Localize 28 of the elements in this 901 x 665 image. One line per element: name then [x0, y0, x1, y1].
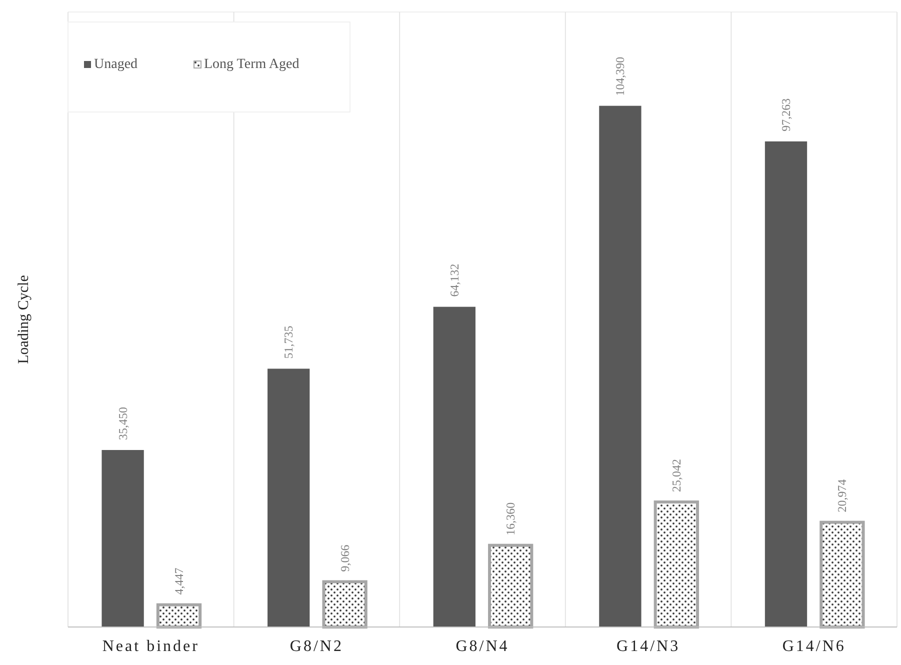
- data-label: 25,042: [669, 458, 684, 492]
- x-tick-label: G8/N4: [456, 638, 510, 655]
- data-label: 9,066: [338, 544, 352, 572]
- data-label: 104,390: [613, 56, 628, 96]
- data-label: 4,447: [172, 568, 186, 595]
- bar: [102, 450, 144, 627]
- bar: [156, 603, 202, 628]
- legend-label: Unaged: [94, 57, 138, 72]
- legend-label: Long Term Aged: [204, 57, 300, 72]
- bar: [599, 106, 642, 627]
- x-tick-label: G8/N2: [290, 638, 344, 655]
- y-axis-title: Loading Cycle: [16, 274, 32, 364]
- bar: [654, 500, 699, 628]
- data-label: 64,132: [447, 264, 462, 297]
- data-label: 20,974: [835, 479, 850, 512]
- x-tick-label: G14/N6: [782, 638, 846, 655]
- bar: [433, 306, 476, 627]
- bar: [268, 368, 310, 627]
- data-label: 51,735: [282, 326, 296, 359]
- bar: [820, 520, 865, 628]
- x-tick-label: Neat binder: [102, 638, 200, 655]
- bar: [764, 141, 808, 627]
- bar: [488, 544, 534, 628]
- data-label: 97,263: [779, 98, 793, 132]
- bar: [322, 580, 368, 628]
- x-tick-label: G14/N3: [616, 638, 680, 655]
- data-label: 16,360: [504, 502, 518, 536]
- data-label: 35,450: [116, 407, 130, 440]
